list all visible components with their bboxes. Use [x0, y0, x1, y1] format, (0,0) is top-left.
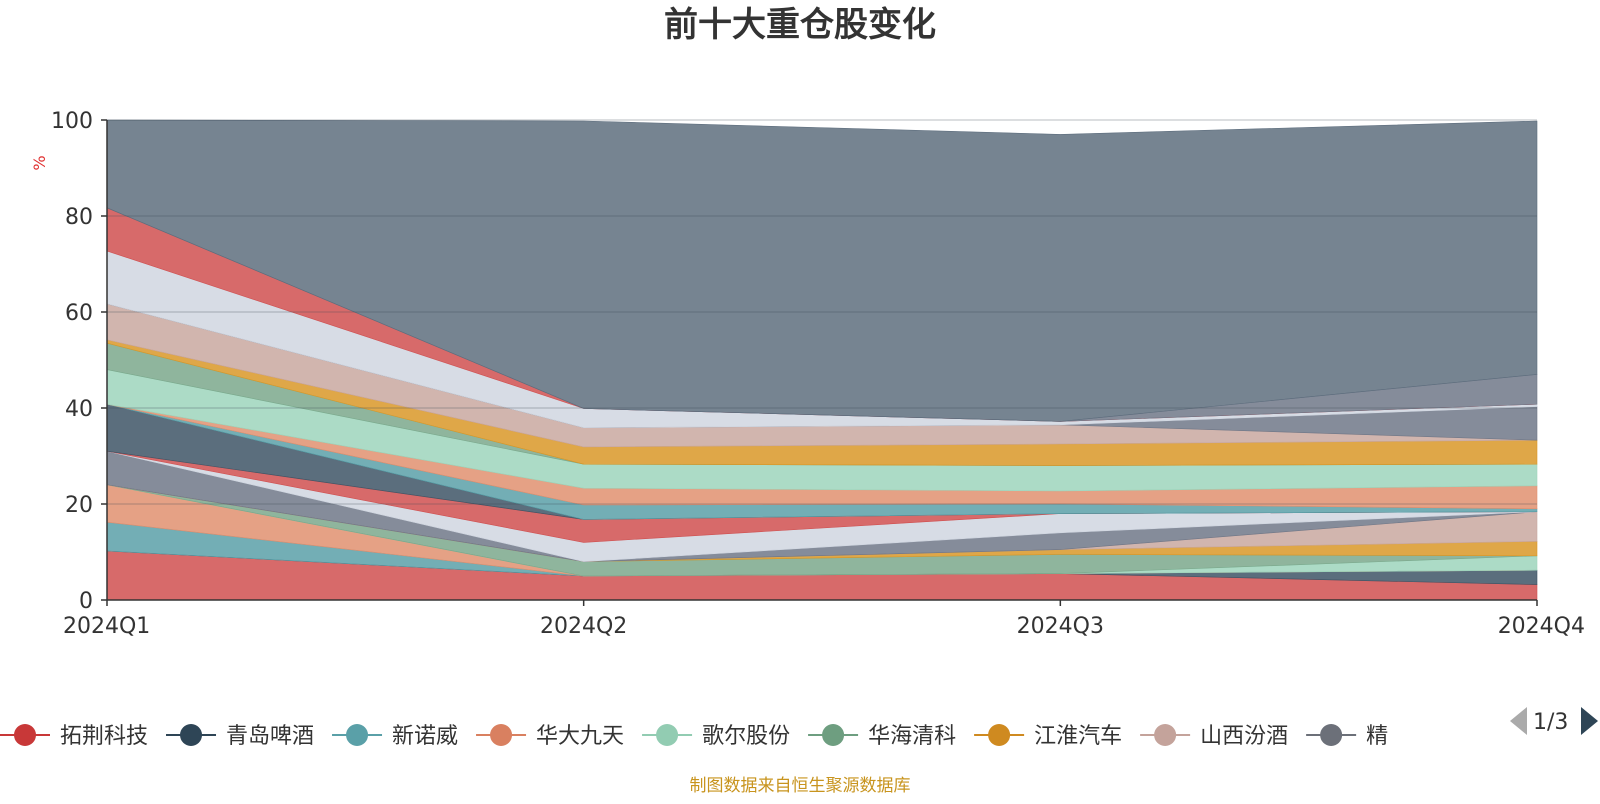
x-tick-label: 2024Q3 [1017, 614, 1104, 639]
y-tick-label: 60 [65, 301, 93, 326]
legend-marker-icon [180, 724, 203, 746]
legend-item[interactable]: 精 [1306, 724, 1388, 749]
legend-marker-icon [346, 724, 369, 746]
y-axis-unit: % [30, 155, 49, 170]
legend-label: 拓荆科技 [60, 724, 148, 749]
axes: 0 20 40 60 80 100 2024Q1 2024Q2 2024Q3 2024Q4 [51, 109, 1585, 639]
grid-lines [107, 119, 1537, 505]
y-tick-label: 0 [79, 589, 93, 614]
legend-label: 青岛啤酒 [226, 724, 314, 749]
legend-label: 山西汾酒 [1200, 724, 1288, 749]
chart-title: 前十大重仓股变化 [664, 5, 936, 45]
legend-label: 华海清科 [868, 724, 956, 749]
y-tick-label: 40 [65, 397, 93, 422]
legend-page-indicator: 1/3 [1533, 710, 1568, 735]
y-tick-label: 20 [65, 493, 93, 518]
legend-marker-icon [988, 724, 1011, 746]
legend-marker-icon [490, 724, 513, 746]
legend: 拓荆科技 青岛啤酒 新诺威 华大九天 歌尔股份 华海清科 江淮汽车 山西汾酒 精 [0, 724, 1388, 749]
legend-prev-arrow-icon[interactable] [1510, 707, 1527, 735]
legend-label: 新诺威 [392, 724, 458, 749]
legend-marker-icon [14, 724, 36, 746]
legend-label: 精 [1366, 724, 1388, 749]
legend-next-arrow-icon[interactable] [1581, 707, 1598, 735]
legend-label: 江淮汽车 [1034, 724, 1122, 749]
x-tick-label: 2024Q4 [1498, 614, 1585, 639]
legend-item[interactable]: 青岛啤酒 [166, 724, 314, 749]
legend-marker-icon [1320, 724, 1343, 746]
legend-marker-icon [656, 724, 679, 746]
legend-label: 歌尔股份 [702, 724, 790, 749]
legend-pager: 1/3 [1510, 707, 1598, 735]
legend-item[interactable]: 拓荆科技 [0, 724, 148, 749]
data-source-note: 制图数据来自恒生聚源数据库 [690, 776, 911, 796]
legend-label: 华大九天 [536, 724, 624, 749]
legend-item[interactable]: 华海清科 [808, 724, 956, 749]
legend-item[interactable]: 歌尔股份 [642, 724, 790, 749]
legend-item[interactable]: 山西汾酒 [1140, 724, 1288, 749]
x-tick-label: 2024Q1 [63, 614, 150, 639]
legend-item[interactable]: 华大九天 [476, 724, 624, 749]
area-series-23 [106, 119, 1538, 422]
y-tick-label: 100 [51, 109, 93, 134]
legend-marker-icon [1154, 724, 1177, 746]
area-layers [106, 119, 1538, 601]
x-tick-label: 2024Q2 [540, 614, 627, 639]
y-tick-label: 80 [65, 205, 93, 230]
legend-marker-icon [822, 724, 845, 746]
legend-item[interactable]: 江淮汽车 [974, 724, 1122, 749]
legend-item[interactable]: 新诺威 [332, 724, 458, 749]
legend-items: 拓荆科技 青岛啤酒 新诺威 华大九天 歌尔股份 华海清科 江淮汽车 山西汾酒 精 [0, 724, 1388, 749]
